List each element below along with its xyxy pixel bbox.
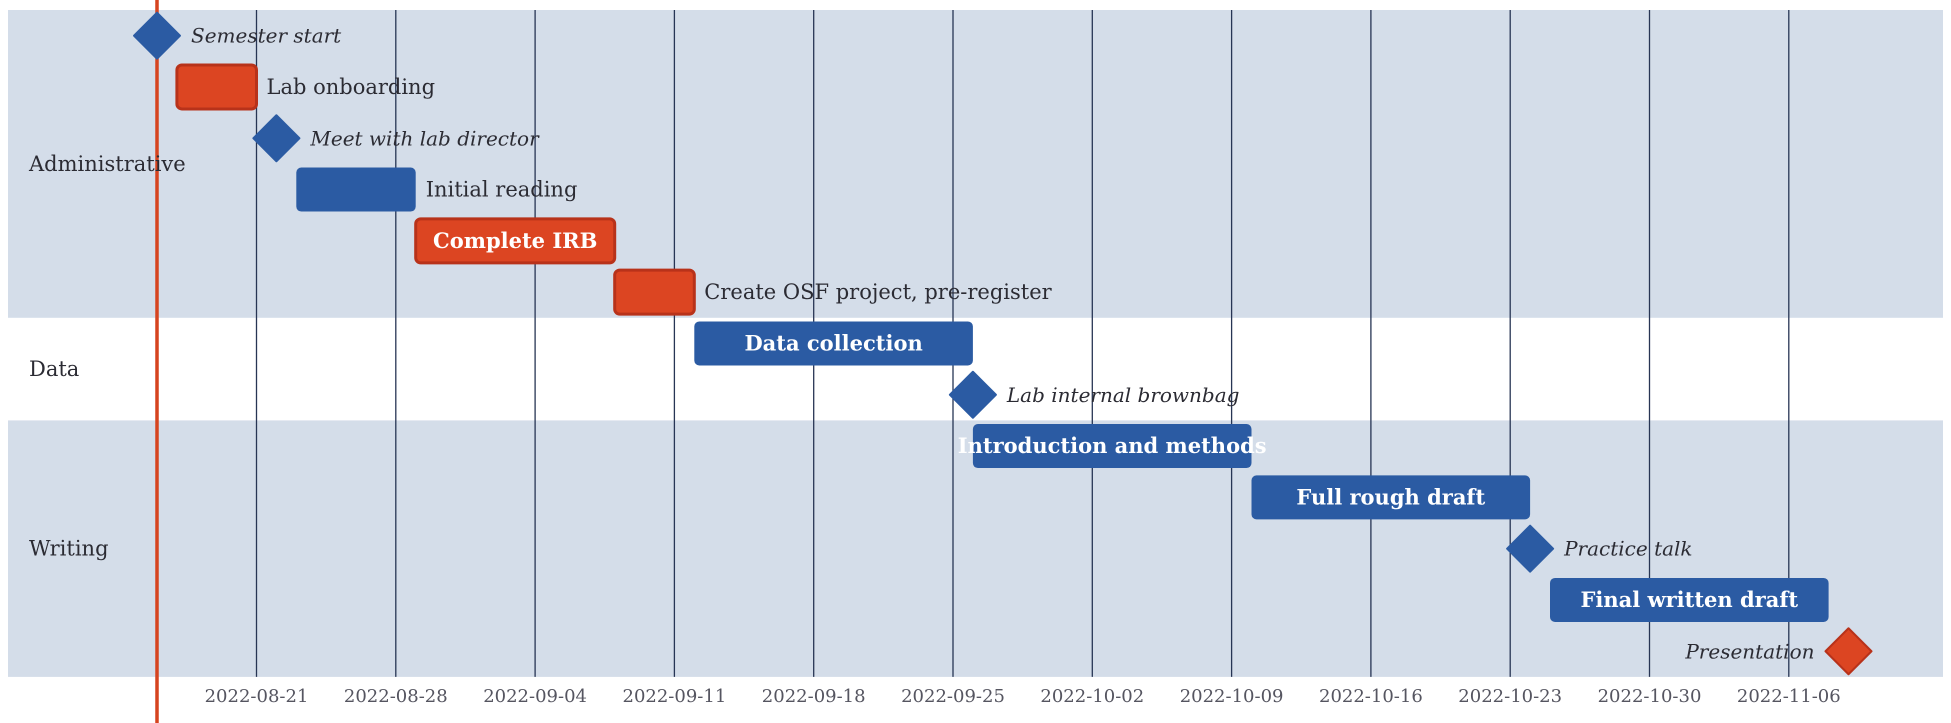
group-label-data: Data xyxy=(29,357,79,381)
group-label-administrative: Administrative xyxy=(28,152,186,176)
tick-label: 2022-10-23 xyxy=(1458,686,1562,707)
tick-label: 2022-09-04 xyxy=(483,686,587,707)
group-bands xyxy=(8,10,1943,677)
milestone-label-meet-with-lab-director: Meet with lab director xyxy=(309,126,540,150)
milestone-meet-with-lab-director xyxy=(252,114,301,163)
tick-label: 2022-09-18 xyxy=(762,686,866,707)
task-label-full-rough-draft: Full rough draft xyxy=(1296,484,1485,509)
task-bar-create-osf-project-pre-register xyxy=(613,268,696,316)
grid-lines xyxy=(255,10,1790,677)
task-bar-final-written-draft xyxy=(1550,577,1829,622)
milestone-lab-internal-brownbag xyxy=(948,370,997,419)
group-labels: Administrative Data Writing xyxy=(28,152,186,561)
milestone-label-presentation: Presentation xyxy=(1684,639,1814,663)
task-label-introduction-and-methods: Introduction and methods xyxy=(958,433,1267,458)
tick-label: 2022-10-16 xyxy=(1319,686,1423,707)
tick-label: 2022-11-06 xyxy=(1737,686,1841,707)
x-axis-tick-labels: 2022-08-21 2022-08-28 2022-09-04 2022-09-11… xyxy=(205,686,1841,707)
tick-label: 2022-08-21 xyxy=(205,686,309,707)
task-label-data-collection: Data collection xyxy=(744,330,922,355)
task-label-complete-irb: Complete IRB xyxy=(433,228,597,253)
task-bar-introduction-and-methods xyxy=(972,424,1252,469)
task-bar-initial-reading xyxy=(296,167,416,212)
task-label-create-osf-project-pre-register: Create OSF project, pre-register xyxy=(704,280,1052,304)
tick-label: 2022-10-09 xyxy=(1180,686,1284,707)
task-bar-complete-irb xyxy=(414,217,617,265)
group-label-writing: Writing xyxy=(29,537,109,561)
tick-label: 2022-10-02 xyxy=(1040,686,1144,707)
milestone-label-lab-internal-brownbag: Lab internal brownbag xyxy=(1006,383,1240,407)
task-label-initial-reading: Initial reading xyxy=(426,178,578,202)
tick-label: 2022-09-25 xyxy=(901,686,1005,707)
milestone-label-semester-start: Semester start xyxy=(191,24,342,48)
task-label-final-written-draft: Final written draft xyxy=(1580,587,1798,612)
tick-label: 2022-10-30 xyxy=(1598,686,1702,707)
milestone-presentation xyxy=(1824,627,1873,676)
task-label-lab-onboarding: Lab onboarding xyxy=(267,75,436,99)
task-bar-data-collection xyxy=(694,321,973,366)
task-bar-full-rough-draft xyxy=(1251,475,1531,520)
tick-label: 2022-08-28 xyxy=(344,686,448,707)
milestone-label-practice-talk: Practice talk xyxy=(1563,537,1692,561)
band-administrative xyxy=(8,10,1943,318)
tick-label: 2022-09-11 xyxy=(623,686,727,707)
milestone-practice-talk xyxy=(1506,524,1555,573)
task-marks: Semester start Lab onboarding Meet with la… xyxy=(133,11,1873,676)
milestone-semester-start xyxy=(133,11,181,60)
task-bar-lab-onboarding xyxy=(175,63,258,111)
